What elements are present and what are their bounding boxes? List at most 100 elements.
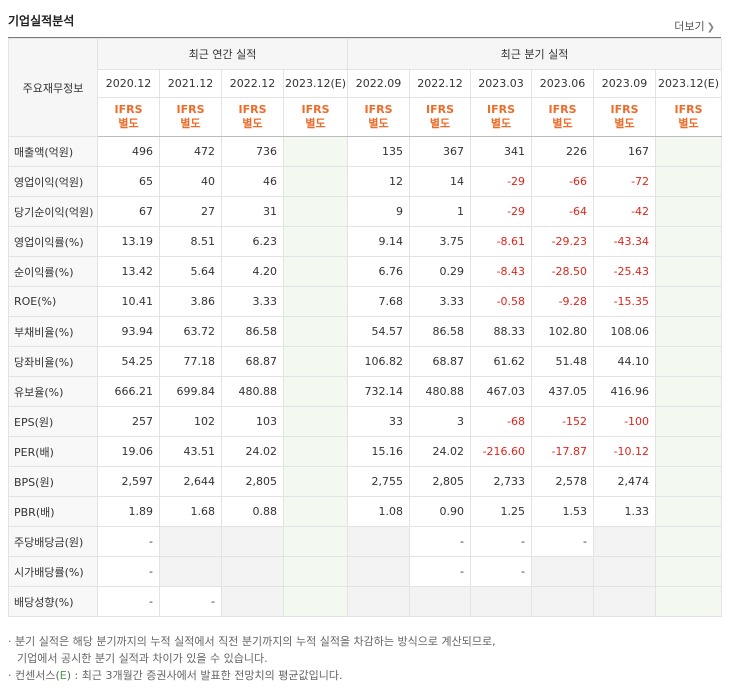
separate-label: 별도 bbox=[614, 117, 635, 130]
value-cell: 68.87 bbox=[409, 346, 472, 377]
row-label: ROE(%) bbox=[8, 286, 98, 317]
value-cell bbox=[159, 526, 222, 557]
value-cell: 102.80 bbox=[531, 316, 595, 347]
value-cell: 14 bbox=[409, 166, 472, 197]
footnote-1-cont: 기업에서 공시한 분기 실적과 차이가 있을 수 있습니다. bbox=[17, 652, 268, 665]
value-cell bbox=[655, 496, 723, 527]
table-row: 유보율(%) 666.21 699.84 480.88 732.14 480.88 467.… bbox=[8, 376, 723, 407]
table-row: 주당배당금(원) - - - - bbox=[8, 526, 723, 557]
value-cell: -0.58 bbox=[470, 286, 533, 317]
ifrs-standard-header: IFRS 별도 bbox=[97, 97, 160, 137]
separate-label: 별도 bbox=[118, 117, 139, 130]
value-cell: 5.64 bbox=[159, 256, 222, 287]
row-label: 순이익률(%) bbox=[8, 256, 98, 287]
value-cell bbox=[282, 136, 349, 167]
value-cell: 103 bbox=[221, 406, 284, 437]
value-cell bbox=[655, 286, 723, 317]
ifrs-standard-header: IFRS 별도 bbox=[282, 97, 349, 137]
table-row: 부채비율(%) 93.94 63.72 86.58 54.57 86.58 88.33 102… bbox=[8, 316, 723, 347]
value-cell: 44.10 bbox=[593, 346, 657, 377]
row-label: 당좌비율(%) bbox=[8, 346, 98, 377]
value-cell: 6.76 bbox=[347, 256, 411, 287]
value-cell bbox=[655, 556, 723, 587]
value-cell: 226 bbox=[531, 136, 595, 167]
more-link[interactable]: 더보기 ❯ bbox=[674, 18, 715, 34]
value-cell: 15.16 bbox=[347, 436, 411, 467]
ifrs-label: IFRS bbox=[487, 103, 516, 116]
value-cell: 437.05 bbox=[531, 376, 595, 407]
value-cell: 1.53 bbox=[531, 496, 595, 527]
value-cell: -42 bbox=[593, 196, 657, 227]
ifrs-standard-header: IFRS 별도 bbox=[159, 97, 222, 137]
top-divider bbox=[8, 37, 721, 38]
value-cell: 1.68 bbox=[159, 496, 222, 527]
value-cell: 0.90 bbox=[409, 496, 472, 527]
ifrs-standard-header: IFRS 별도 bbox=[347, 97, 411, 137]
value-cell: 736 bbox=[221, 136, 284, 167]
period-header: 2023.12(E) bbox=[282, 69, 349, 98]
value-cell: 0.88 bbox=[221, 496, 284, 527]
value-cell: 732.14 bbox=[347, 376, 411, 407]
row-label: 주당배당금(원) bbox=[8, 526, 98, 557]
table-row: 당좌비율(%) 54.25 77.18 68.87 106.82 68.87 61.62 51… bbox=[8, 346, 723, 377]
ifrs-label: IFRS bbox=[114, 103, 143, 116]
footnotes: · 분기 실적은 해당 분기까지의 누적 실적에서 직전 분기까지의 누적 실적… bbox=[8, 633, 496, 684]
ifrs-standard-header: IFRS 별도 bbox=[531, 97, 595, 137]
table-row: PER(배) 19.06 43.51 24.02 15.16 24.02 -216.60 -1… bbox=[8, 436, 723, 467]
value-cell: 43.51 bbox=[159, 436, 222, 467]
value-cell: 367 bbox=[409, 136, 472, 167]
table-row: 매출액(억원) 496 472 736 135 367 341 226 167 bbox=[8, 136, 723, 167]
period-header: 2022.09 bbox=[347, 69, 411, 98]
quarter-group-header: 최근 분기 실적 bbox=[347, 38, 723, 70]
period-header: 2023.06 bbox=[531, 69, 595, 98]
value-cell: 63.72 bbox=[159, 316, 222, 347]
footnote-1: · 분기 실적은 해당 분기까지의 누적 실적에서 직전 분기까지의 누적 실적… bbox=[8, 635, 496, 648]
value-cell: -68 bbox=[470, 406, 533, 437]
value-cell bbox=[470, 586, 533, 617]
value-cell bbox=[347, 586, 411, 617]
value-cell: 6.23 bbox=[221, 226, 284, 257]
value-cell: -8.43 bbox=[470, 256, 533, 287]
ifrs-label: IFRS bbox=[610, 103, 639, 116]
value-cell: 1 bbox=[409, 196, 472, 227]
value-cell bbox=[593, 556, 657, 587]
value-cell: -43.34 bbox=[593, 226, 657, 257]
value-cell: 13.19 bbox=[97, 226, 160, 257]
ifrs-label: IFRS bbox=[238, 103, 267, 116]
table-row: 영업이익률(%) 13.19 8.51 6.23 9.14 3.75 -8.61 -29.23… bbox=[8, 226, 723, 257]
value-cell: 257 bbox=[97, 406, 160, 437]
value-cell: 86.58 bbox=[221, 316, 284, 347]
value-cell bbox=[282, 196, 349, 227]
value-cell: 106.82 bbox=[347, 346, 411, 377]
value-cell: - bbox=[159, 586, 222, 617]
value-cell bbox=[282, 406, 349, 437]
table-row: 순이익률(%) 13.42 5.64 4.20 6.76 0.29 -8.43 -28.50-… bbox=[8, 256, 723, 287]
value-cell bbox=[282, 496, 349, 527]
value-cell: 341 bbox=[470, 136, 533, 167]
value-cell bbox=[531, 556, 595, 587]
ifrs-standard-header: IFRS 별도 bbox=[221, 97, 284, 137]
value-cell: -29 bbox=[470, 166, 533, 197]
row-label: 유보율(%) bbox=[8, 376, 98, 407]
ifrs-label: IFRS bbox=[176, 103, 205, 116]
value-cell: 2,733 bbox=[470, 466, 533, 497]
value-cell: - bbox=[470, 556, 533, 587]
separate-label: 별도 bbox=[305, 117, 326, 130]
value-cell bbox=[282, 256, 349, 287]
value-cell bbox=[282, 166, 349, 197]
value-cell: 8.51 bbox=[159, 226, 222, 257]
separate-label: 별도 bbox=[552, 117, 573, 130]
value-cell: -8.61 bbox=[470, 226, 533, 257]
table-row: BPS(원) 2,597 2,644 2,805 2,755 2,805 2,733 2,57… bbox=[8, 466, 723, 497]
row-label: 부채비율(%) bbox=[8, 316, 98, 347]
value-cell bbox=[655, 256, 723, 287]
value-cell: 46 bbox=[221, 166, 284, 197]
ifrs-label: IFRS bbox=[426, 103, 455, 116]
value-cell: 3.86 bbox=[159, 286, 222, 317]
period-header: 2022.12 bbox=[221, 69, 284, 98]
value-cell bbox=[655, 376, 723, 407]
value-cell: 10.41 bbox=[97, 286, 160, 317]
separate-label: 별도 bbox=[368, 117, 389, 130]
ifrs-standard-header: IFRS 별도 bbox=[593, 97, 657, 137]
row-label: 매출액(억원) bbox=[8, 136, 98, 167]
